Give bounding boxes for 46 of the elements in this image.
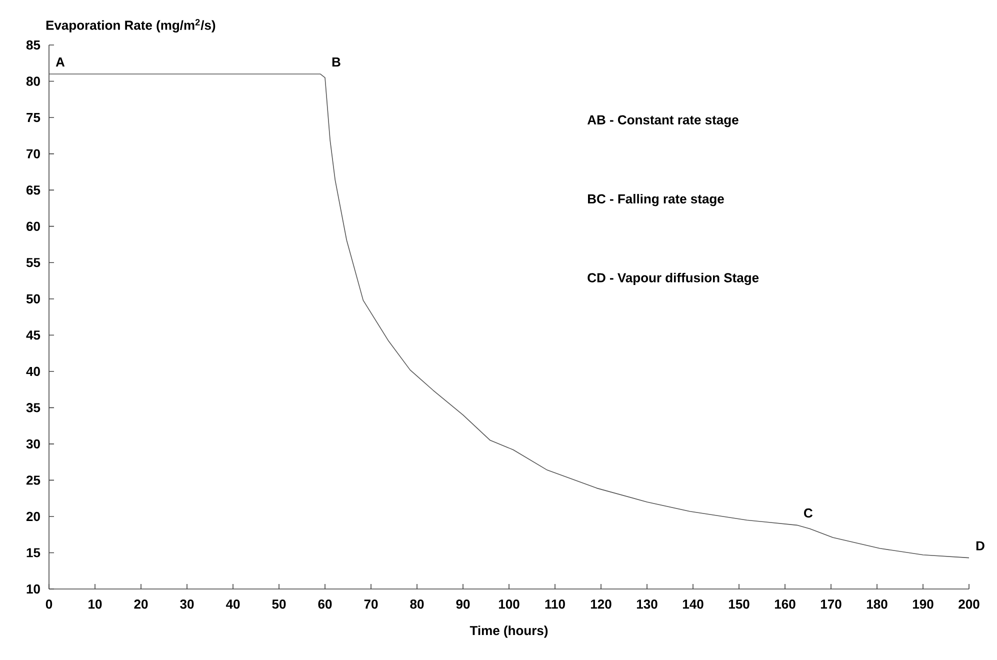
x-tick-label: 40: [226, 600, 240, 609]
annotation: A: [56, 58, 65, 66]
x-tick-label: 20: [134, 600, 148, 609]
x-tick-label: 90: [456, 600, 470, 609]
y-tick-label: 40: [26, 366, 40, 376]
x-tick-label: 160: [774, 600, 796, 609]
annotation: D: [976, 541, 984, 550]
x-tick-label: 30: [180, 600, 194, 609]
y-tick-label: 10: [26, 584, 40, 594]
x-tick-label: 200: [958, 600, 980, 609]
y-tick-label: 35: [26, 403, 40, 412]
x-tick-label: 110: [545, 600, 565, 609]
y-tick-label: 25: [26, 476, 40, 485]
x-tick-label: 130: [636, 600, 658, 609]
x-tick-label: 0: [46, 600, 52, 609]
y-tick-label: 55: [26, 258, 40, 268]
x-tick-label: 180: [866, 600, 888, 609]
y-tick-label: 65: [26, 185, 40, 195]
x-tick-label: 70: [364, 600, 378, 609]
x-tick-label: 170: [820, 600, 842, 609]
x-tick-label: 10: [88, 600, 102, 609]
x-tick-label: 190: [912, 600, 934, 609]
y-axis-title: Evaporation Rate (mg/m$^{2}$/s): [46, 19, 216, 32]
y-tick-label: 75: [26, 113, 40, 122]
y-tick-label: 70: [26, 149, 40, 158]
y-tick-label: 20: [26, 512, 40, 522]
y-tick-label: 50: [26, 294, 40, 304]
x-tick-label: 120: [590, 600, 612, 609]
annotation: BC - Falling rate stage: [588, 194, 724, 206]
y-tick-label: 80: [26, 76, 40, 86]
annotation: B: [332, 58, 340, 66]
x-axis-title: Time (hours): [470, 626, 548, 638]
y-tick-label: 45: [26, 330, 40, 340]
y-tick-label: 85: [26, 40, 40, 50]
annotation: C: [804, 508, 813, 518]
x-tick-label: 50: [272, 600, 286, 609]
x-tick-label: 60: [318, 600, 332, 609]
annotation: AB - Constant rate stage: [587, 115, 738, 128]
y-tick-label: 30: [26, 439, 40, 449]
annotation: CD - Vapour diffusion Stage: [588, 272, 759, 285]
x-tick-label: 80: [410, 600, 424, 609]
y-tick-label: 60: [26, 222, 40, 231]
y-tick-label: 15: [26, 548, 40, 558]
x-tick-label: 140: [682, 600, 704, 609]
x-tick-label: 150: [728, 600, 750, 609]
x-tick-label: 100: [498, 600, 520, 609]
